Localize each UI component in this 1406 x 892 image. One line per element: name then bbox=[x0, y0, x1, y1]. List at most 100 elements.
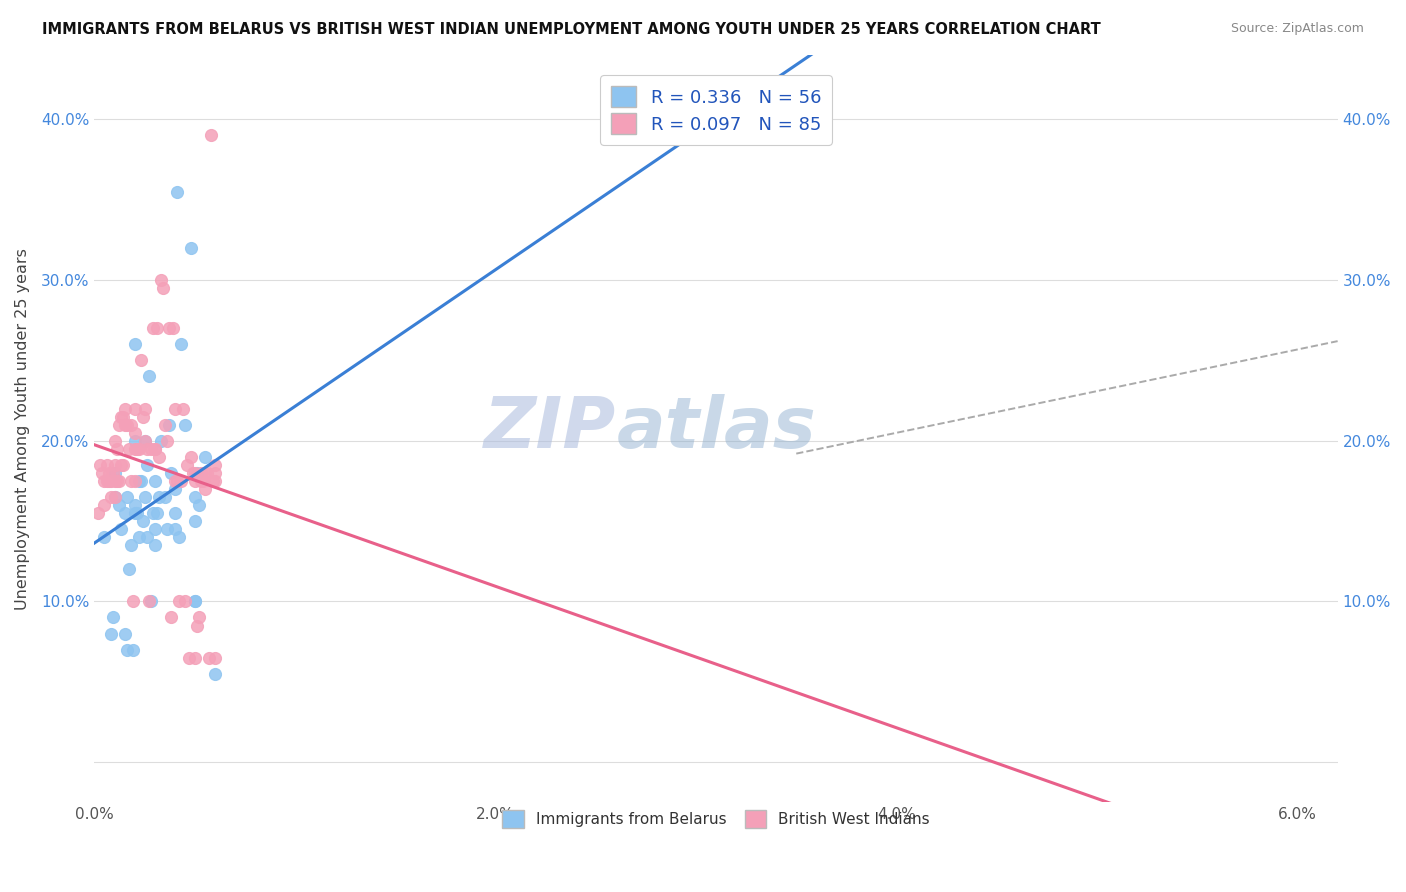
Point bbox=[124, 498, 146, 512]
Point bbox=[93, 530, 115, 544]
Point bbox=[111, 409, 134, 424]
Point bbox=[91, 466, 114, 480]
Point bbox=[156, 522, 179, 536]
Point bbox=[107, 417, 129, 432]
Point bbox=[101, 466, 124, 480]
Point bbox=[142, 506, 165, 520]
Point bbox=[131, 409, 153, 424]
Point bbox=[159, 610, 181, 624]
Point bbox=[131, 514, 153, 528]
Point bbox=[152, 281, 174, 295]
Point bbox=[194, 482, 217, 496]
Legend: Immigrants from Belarus, British West Indians: Immigrants from Belarus, British West In… bbox=[495, 803, 938, 836]
Point bbox=[103, 474, 125, 488]
Point bbox=[183, 594, 205, 608]
Point bbox=[148, 490, 170, 504]
Point bbox=[114, 626, 136, 640]
Point bbox=[128, 530, 150, 544]
Point bbox=[100, 490, 122, 504]
Point bbox=[103, 466, 125, 480]
Text: IMMIGRANTS FROM BELARUS VS BRITISH WEST INDIAN UNEMPLOYMENT AMONG YOUTH UNDER 25: IMMIGRANTS FROM BELARUS VS BRITISH WEST … bbox=[42, 22, 1101, 37]
Point bbox=[145, 506, 167, 520]
Point bbox=[163, 401, 186, 416]
Point bbox=[107, 474, 129, 488]
Point bbox=[176, 458, 198, 472]
Point bbox=[134, 434, 156, 448]
Point bbox=[97, 466, 120, 480]
Point bbox=[128, 442, 150, 456]
Point bbox=[191, 474, 214, 488]
Point bbox=[183, 466, 205, 480]
Point bbox=[114, 506, 136, 520]
Point bbox=[124, 337, 146, 351]
Point bbox=[143, 442, 166, 456]
Point bbox=[170, 474, 193, 488]
Point bbox=[111, 458, 134, 472]
Point bbox=[180, 241, 202, 255]
Point bbox=[103, 434, 125, 448]
Point bbox=[120, 417, 142, 432]
Point bbox=[186, 466, 208, 480]
Point bbox=[157, 417, 180, 432]
Point bbox=[167, 530, 190, 544]
Point bbox=[153, 417, 176, 432]
Point bbox=[96, 458, 118, 472]
Point bbox=[124, 401, 146, 416]
Point bbox=[183, 514, 205, 528]
Point bbox=[114, 417, 136, 432]
Point bbox=[195, 466, 218, 480]
Point bbox=[125, 442, 148, 456]
Point bbox=[204, 474, 226, 488]
Point bbox=[148, 450, 170, 464]
Point bbox=[173, 417, 195, 432]
Point bbox=[117, 442, 139, 456]
Point bbox=[128, 474, 150, 488]
Point bbox=[125, 506, 148, 520]
Point bbox=[103, 490, 125, 504]
Point bbox=[103, 458, 125, 472]
Point bbox=[124, 434, 146, 448]
Point bbox=[115, 417, 138, 432]
Point bbox=[163, 474, 186, 488]
Point bbox=[117, 562, 139, 576]
Point bbox=[204, 666, 226, 681]
Point bbox=[97, 474, 120, 488]
Point bbox=[143, 442, 166, 456]
Point bbox=[89, 458, 111, 472]
Point bbox=[163, 482, 186, 496]
Point bbox=[93, 498, 115, 512]
Point bbox=[190, 474, 212, 488]
Point bbox=[134, 401, 156, 416]
Point bbox=[100, 626, 122, 640]
Point bbox=[143, 522, 166, 536]
Point bbox=[163, 506, 186, 520]
Point bbox=[183, 650, 205, 665]
Point bbox=[173, 594, 195, 608]
Point bbox=[87, 506, 110, 520]
Point bbox=[186, 618, 208, 632]
Point bbox=[197, 650, 219, 665]
Point bbox=[129, 353, 152, 368]
Point bbox=[153, 490, 176, 504]
Point bbox=[187, 610, 209, 624]
Point bbox=[180, 450, 202, 464]
Point bbox=[166, 474, 188, 488]
Point bbox=[135, 530, 157, 544]
Point bbox=[114, 401, 136, 416]
Text: ZIP: ZIP bbox=[484, 394, 617, 463]
Point bbox=[93, 474, 115, 488]
Point bbox=[124, 474, 146, 488]
Point bbox=[120, 538, 142, 552]
Point bbox=[166, 185, 188, 199]
Point bbox=[204, 458, 226, 472]
Point bbox=[143, 538, 166, 552]
Point bbox=[139, 442, 162, 456]
Point bbox=[200, 128, 222, 143]
Point bbox=[110, 522, 132, 536]
Point bbox=[167, 594, 190, 608]
Point bbox=[145, 321, 167, 335]
Point bbox=[183, 490, 205, 504]
Point bbox=[120, 474, 142, 488]
Point bbox=[103, 490, 125, 504]
Text: Source: ZipAtlas.com: Source: ZipAtlas.com bbox=[1230, 22, 1364, 36]
